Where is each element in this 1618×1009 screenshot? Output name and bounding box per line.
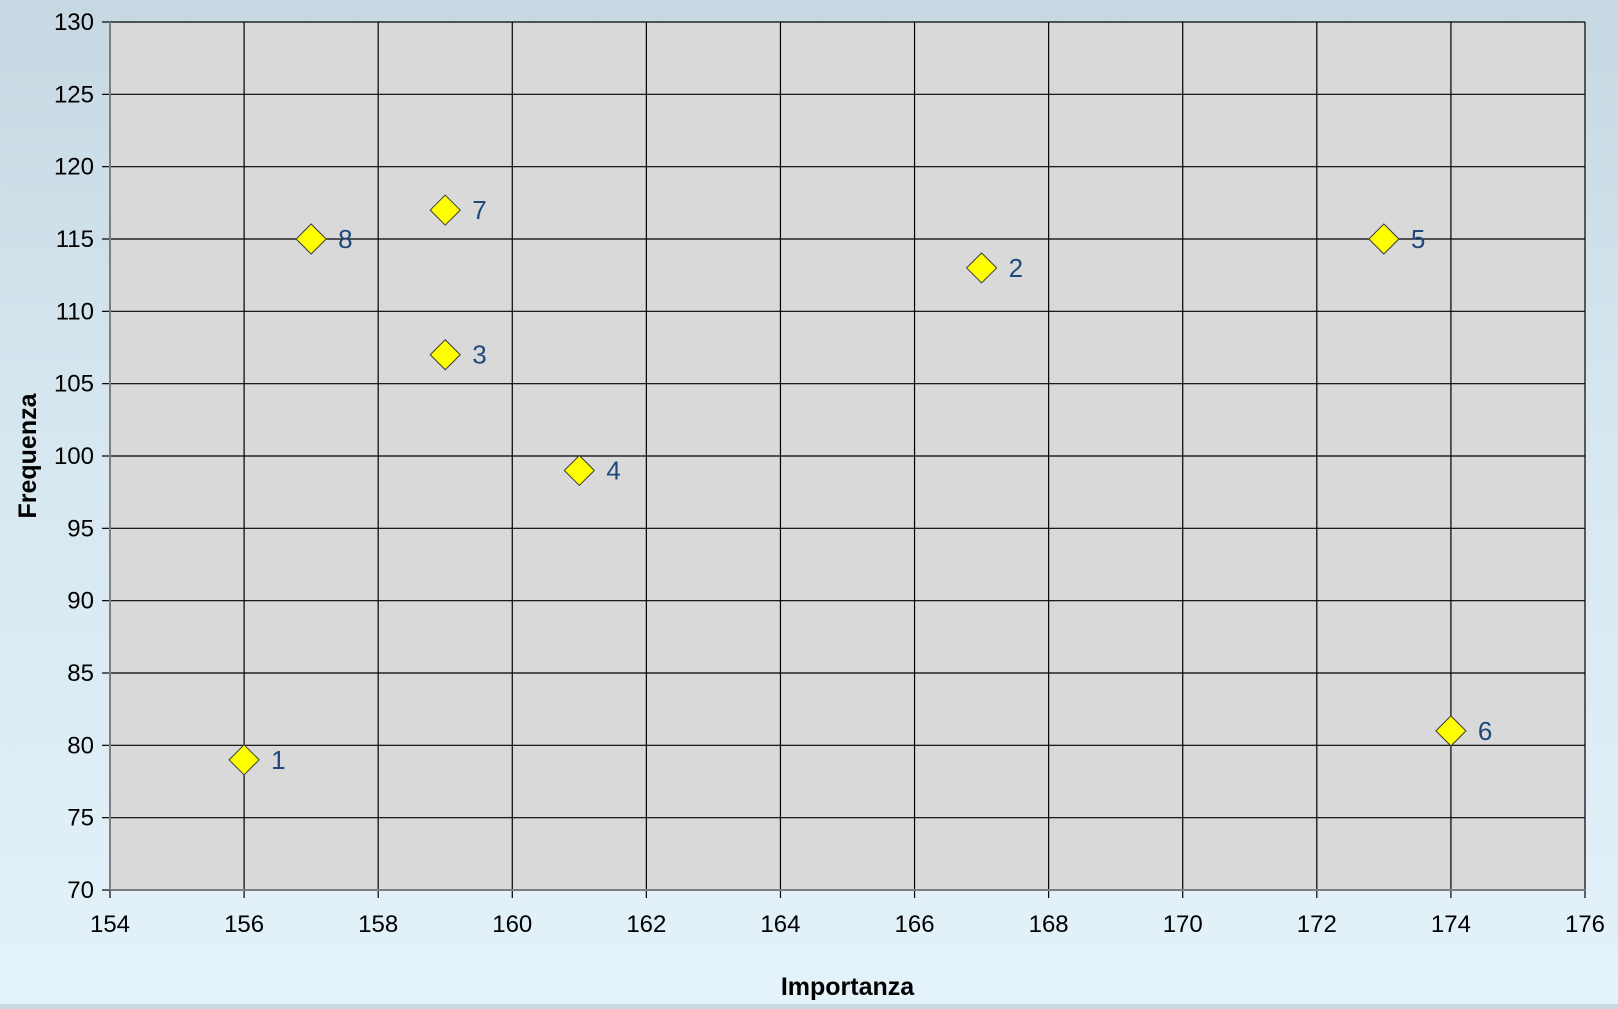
data-point[interactable]	[1435, 715, 1467, 747]
x-tick-label: 176	[1565, 911, 1605, 938]
data-points: 1 2 3 4 5 6 7 8	[228, 194, 1492, 776]
x-axis-title: Importanza	[781, 973, 915, 1001]
data-point[interactable]	[429, 194, 461, 226]
data-point[interactable]	[295, 223, 327, 255]
data-point[interactable]	[1368, 223, 1400, 255]
y-tick-label: 125	[54, 81, 94, 108]
y-tick-label: 75	[67, 805, 94, 832]
y-tick-label: 95	[67, 515, 94, 542]
data-point[interactable]	[563, 454, 596, 487]
data-point[interactable]	[228, 744, 260, 776]
x-tick-label: 166	[895, 911, 935, 938]
data-point-label: 4	[606, 455, 620, 485]
x-tick-label: 172	[1297, 911, 1337, 938]
x-tick-label: 164	[760, 911, 800, 938]
y-tick-label: 70	[67, 877, 94, 904]
y-tick-label: 85	[67, 660, 94, 687]
data-point-label: 1	[271, 745, 285, 775]
data-point-label: 5	[1411, 224, 1425, 254]
data-point-label: 3	[472, 340, 486, 370]
y-tick-label: 90	[67, 588, 94, 615]
x-tick-label: 174	[1431, 911, 1471, 938]
x-tick-label: 162	[626, 911, 666, 938]
y-axis-title: Frequenza	[14, 392, 42, 518]
x-tick-label: 168	[1029, 911, 1069, 938]
x-tick-label: 156	[224, 911, 264, 938]
x-tick-label: 154	[90, 911, 130, 938]
y-tick-label: 100	[54, 443, 94, 470]
x-tick-label: 158	[358, 911, 398, 938]
data-point[interactable]	[965, 252, 998, 284]
y-tick-label: 115	[56, 226, 94, 253]
x-tick-label: 170	[1163, 911, 1203, 938]
y-tick-label: 130	[54, 9, 94, 36]
data-point[interactable]	[429, 339, 461, 371]
y-tick-label: 110	[56, 298, 94, 325]
tick-labels: 154 156 158 160 162 164 166 168 170 172 174 1767075…	[54, 9, 1605, 938]
x-tick-label: 160	[492, 911, 532, 938]
y-tick-label: 120	[54, 154, 94, 181]
y-tick-label: 80	[67, 732, 94, 759]
data-point-label: 6	[1478, 716, 1492, 746]
data-point-label: 7	[472, 195, 486, 225]
data-point-label: 2	[1009, 253, 1023, 283]
data-point-label: 8	[338, 224, 352, 254]
axes	[102, 21, 1586, 898]
y-tick-label: 105	[54, 371, 94, 398]
